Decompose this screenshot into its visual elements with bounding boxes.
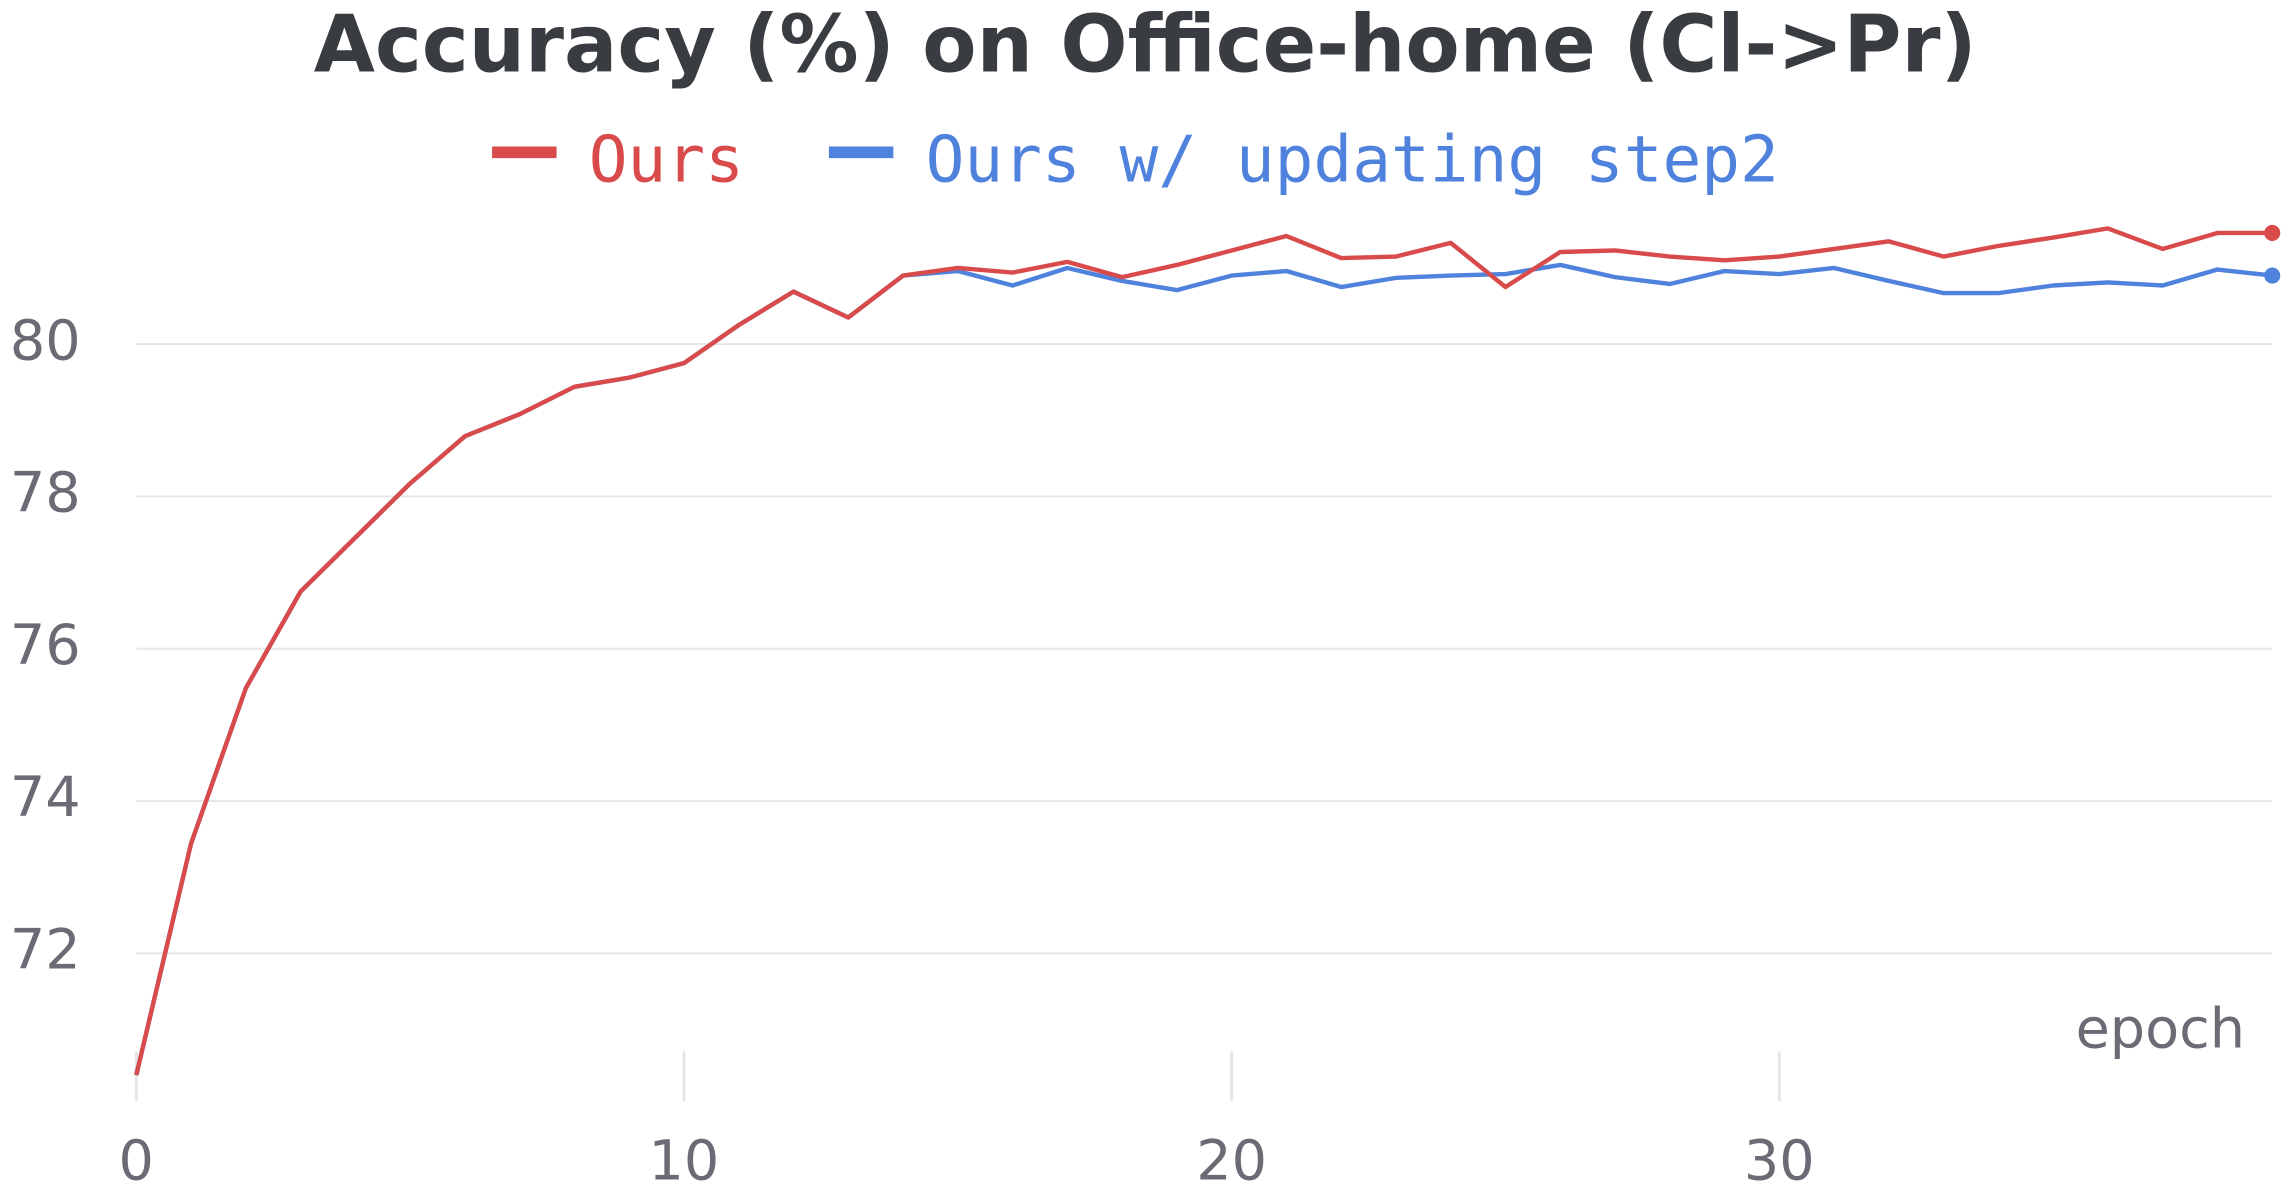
line: [134, 226, 2273, 1076]
y-tick-label: 80: [10, 308, 81, 373]
y-tick-label: 78: [10, 461, 81, 526]
x-tick-label: 20: [1196, 1128, 1267, 1193]
end-point: [2264, 267, 2281, 284]
y-tick-label: 72: [10, 917, 81, 982]
legend-label: Ours w/ updating step2: [926, 123, 1779, 198]
chart-title: Accuracy (%) on Office-home (Cl->Pr): [314, 0, 1977, 90]
y-tick-label: 76: [10, 613, 81, 678]
y-tick-label: 74: [10, 765, 81, 830]
x-tick-label: 10: [649, 1128, 720, 1193]
end-point: [2264, 224, 2281, 242]
x-axis-label: epoch: [2076, 997, 2245, 1062]
legend-label: Ours: [589, 123, 744, 198]
x-tick-label: 30: [1744, 1128, 1815, 1193]
x-tick-label: 0: [119, 1128, 154, 1193]
